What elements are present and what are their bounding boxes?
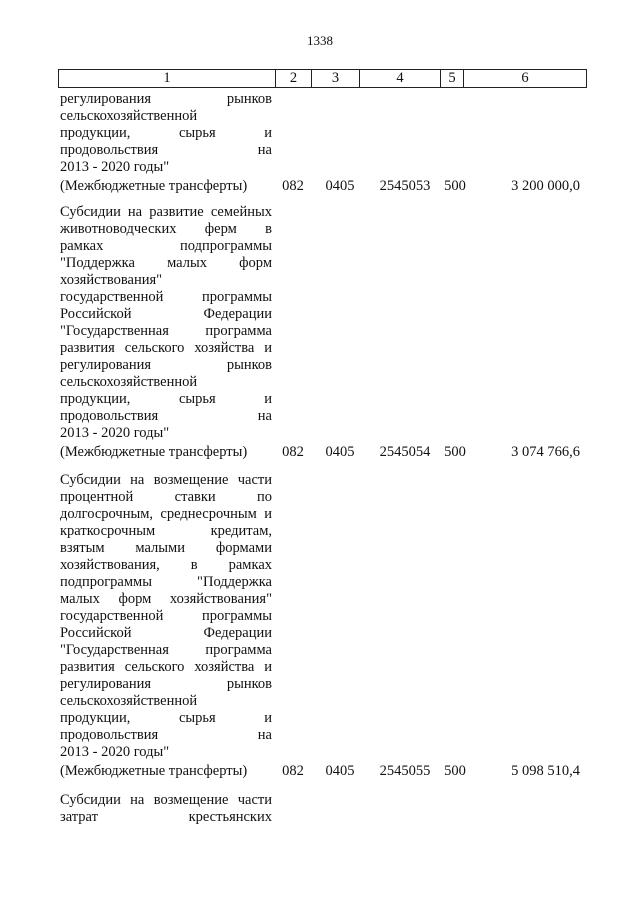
description-line: Субсидии на возмещение части [60,792,272,808]
description-line: продукции, сырья и [60,391,272,407]
header-col-3: 3 [312,70,360,87]
description-line: краткосрочным кредитам, [60,523,272,539]
description-line: продовольствия на [60,142,272,158]
description-line: сельскохозяйственной [60,374,198,390]
header-col-6: 6 [521,70,529,86]
description-line: регулирования рынков [60,676,272,692]
description-line: Субсидии на возмещение части [60,472,272,488]
description-line: Российской Федерации [60,306,272,322]
description-line: продовольствия на [60,408,272,424]
table-row: регулирования рынков сельскохозяйственной… [60,91,580,195]
table-row: Субсидии на развитие семейных животноводч… [60,204,580,461]
values-line: (Межбюджетные трансферты) 082 0405 2545053 5… [60,178,580,195]
description-line: "Поддержка малых форм [60,255,272,271]
description-line: животноводческих ферм в [60,221,272,237]
description-line: 2013 - 2020 годы" [60,159,170,175]
description-line: развития сельского хозяйства и [60,659,272,675]
values-line: (Межбюджетные трансферты) 082 0405 2545055 5… [60,763,580,780]
values-line: (Межбюджетные трансферты) 082 0405 2545054 5… [60,444,580,461]
amount-value: 5 098 510,4 [511,763,580,779]
amount-value: 3 074 766,6 [511,444,580,460]
description-line: рамках подпрограммы [60,238,272,254]
table-header: 1 2 3 4 5 6 [58,69,587,88]
description-line: взятым малыми формами [60,540,272,556]
description-line: регулирования рынков [60,91,272,107]
description-line: продукции, сырья и [60,125,272,141]
transfer-type-label: (Межбюджетные трансферты) [60,444,248,460]
description-line: затрат крестьянских [60,809,272,825]
description-line: малых форм хозяйствования" [60,591,272,607]
description-line: Субсидии на развитие семейных [60,204,272,220]
col-5-value: 500 [444,444,466,460]
col-3-value: 0405 [325,444,355,460]
page-number: 1338 [307,33,333,48]
amount-value: 3 200 000,0 [511,178,580,194]
table-row: Субсидии на возмещение части процентной с… [60,472,580,780]
header-col-2: 2 [276,70,312,87]
col-3-value: 0405 [325,178,355,194]
description-line: хозяйствования" [60,272,163,288]
description-line: подпрограммы "Поддержка [60,574,272,590]
description-line: продукции, сырья и [60,710,272,726]
col-4-value: 2545054 [379,444,431,460]
description-line: государственной программы [60,608,272,624]
col-4-value: 2545053 [379,178,431,194]
description-line: регулирования рынков [60,357,272,373]
col-5-value: 500 [444,763,466,779]
description-line: хозяйствования, в рамках [60,557,272,573]
description-line: сельскохозяйственной [60,693,198,709]
description-line: долгосрочным, среднесрочным и [60,506,272,522]
description-line: "Государственная программа [60,642,272,658]
header-col-5: 5 [441,70,464,87]
description-line: продовольствия на [60,727,272,743]
description-line: "Государственная программа [60,323,272,339]
description-line: развития сельского хозяйства и [60,340,272,356]
col-5-value: 500 [444,178,466,194]
transfer-type-label: (Межбюджетные трансферты) [60,178,248,194]
description-line: сельскохозяйственной [60,108,198,124]
col-2-value: 082 [282,178,304,194]
description-line: Российской Федерации [60,625,272,641]
table-row: Субсидии на возмещение части затрат крест… [60,792,580,826]
header-col-1: 1 [59,70,276,87]
transfer-type-label: (Межбюджетные трансферты) [60,763,248,779]
col-2-value: 082 [282,763,304,779]
description-line: государственной программы [60,289,272,305]
description-line: 2013 - 2020 годы" [60,744,170,760]
header-col-4: 4 [360,70,441,87]
description-line: 2013 - 2020 годы" [60,425,170,441]
col-2-value: 082 [282,444,304,460]
col-4-value: 2545055 [379,763,431,779]
description-line: процентной ставки по [60,489,272,505]
col-3-value: 0405 [325,763,355,779]
